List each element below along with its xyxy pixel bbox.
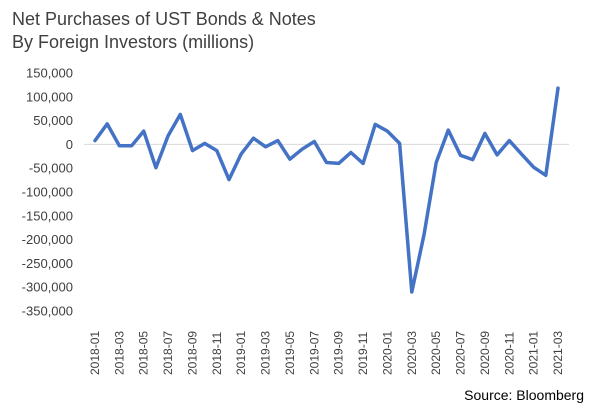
x-tick-label: 2020-09 <box>478 331 492 375</box>
x-tick-label: 2020-07 <box>454 331 468 375</box>
x-tick-label: 2019-07 <box>307 331 321 375</box>
x-tick-label: 2021-03 <box>551 331 565 375</box>
x-tick-label: 2018-11 <box>210 332 224 375</box>
x-tick-label: 2020-01 <box>380 331 394 375</box>
x-tick-label: 2018-05 <box>137 331 151 375</box>
x-axis-ticks: 2018-01 2018-03 2018-05 2018-07 2018-09 2018-… <box>88 331 565 375</box>
x-tick-label: 2021-01 <box>527 331 541 375</box>
y-tick-label: -350,000 <box>22 304 73 319</box>
source-note: Source: Bloomberg <box>464 387 584 403</box>
x-tick-label: 2020-11 <box>502 332 516 375</box>
chart-title-line-2: By Foreign Investors (millions) <box>12 32 255 52</box>
x-tick-label: 2018-01 <box>88 331 102 375</box>
x-tick-label: 2019-05 <box>283 331 297 375</box>
x-tick-label: 2019-11 <box>356 332 370 375</box>
y-tick-label: -100,000 <box>22 185 73 200</box>
y-tick-label: -300,000 <box>22 280 73 295</box>
x-tick-label: 2019-01 <box>234 331 248 375</box>
y-tick-label: -50,000 <box>29 161 73 176</box>
y-tick-label: 100,000 <box>26 89 73 104</box>
x-tick-label: 2020-03 <box>405 331 419 375</box>
x-tick-label: 2019-09 <box>332 331 346 375</box>
y-tick-label: 150,000 <box>26 66 73 81</box>
series-line <box>93 86 560 294</box>
y-tick-label: -200,000 <box>22 232 73 247</box>
y-tick-label: -150,000 <box>22 208 73 223</box>
x-tick-label: 2018-03 <box>112 331 126 375</box>
y-tick-label: 0 <box>66 137 73 152</box>
x-tick-label: 2018-09 <box>185 331 199 375</box>
x-tick-label: 2019-03 <box>259 331 273 375</box>
y-tick-label: 50,000 <box>33 113 73 128</box>
chart-title: Net Purchases of UST Bonds & Notes By Fo… <box>12 8 316 54</box>
y-tick-label: -250,000 <box>22 256 73 271</box>
y-axis-ticks: 150,000 100,000 50,000 0 -50,000 -100,000 -150… <box>22 66 73 319</box>
x-tick-label: 2018-07 <box>161 331 175 375</box>
chart-title-line-1: Net Purchases of UST Bonds & Notes <box>12 9 316 29</box>
x-tick-label: 2020-05 <box>429 331 443 375</box>
